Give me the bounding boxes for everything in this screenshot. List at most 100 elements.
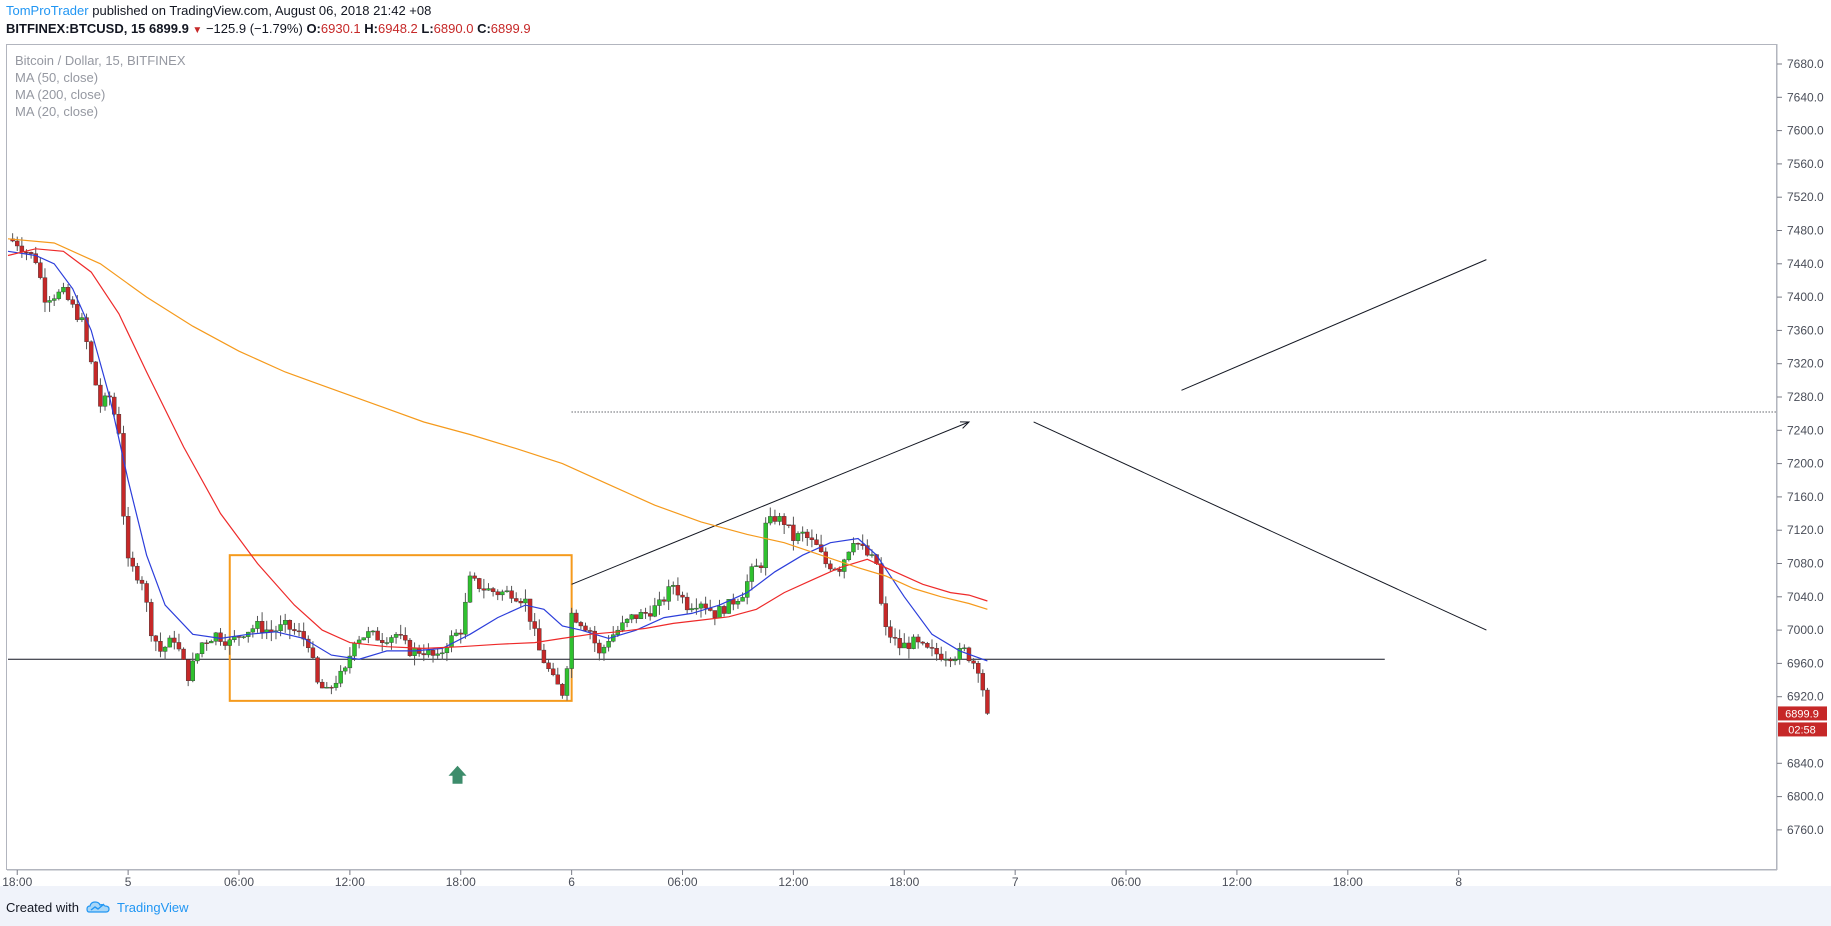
candle-body <box>42 277 48 303</box>
candle-body <box>920 641 925 644</box>
candle-body <box>523 598 528 604</box>
candle-body <box>430 650 436 656</box>
candle-body <box>583 625 588 631</box>
candle-body <box>897 638 902 649</box>
candle-body <box>176 642 182 650</box>
candle-body <box>102 395 108 407</box>
price-chart[interactable]: 7680.0 7640.0 7600.0 7560.0 7520.0 7480.0 7440… <box>0 0 1831 886</box>
candle-body <box>666 586 671 602</box>
y-tick-label: 7640.0 <box>1787 90 1824 104</box>
y-tick-label: 7320.0 <box>1787 357 1824 371</box>
symbol-name: BITFINEX:BTCUSD, 15 <box>6 21 146 36</box>
x-tick-label: 12:00 <box>778 875 808 886</box>
y-tick-label: 6760.0 <box>1787 823 1824 837</box>
y-tick-label: 7080.0 <box>1787 557 1824 571</box>
x-tick-label: 12:00 <box>1222 875 1252 886</box>
y-tick-label: 7560.0 <box>1787 157 1824 171</box>
projection-arrow[interactable] <box>571 421 970 585</box>
candle-body <box>786 524 791 526</box>
candle-body <box>629 614 634 620</box>
tradingview-logo-icon <box>86 901 110 913</box>
candle-body <box>352 643 357 657</box>
chart-legend: Bitcoin / Dollar, 15, BITFINEX MA (50, c… <box>15 52 186 120</box>
candle-body <box>135 565 140 581</box>
candle-body <box>236 636 242 638</box>
candle-body <box>564 668 570 696</box>
candle-body <box>878 563 884 604</box>
legend-ma50[interactable]: MA (50, close) <box>15 70 99 85</box>
candle-body <box>292 629 297 632</box>
candle-body <box>384 642 390 644</box>
candle-body <box>227 639 232 646</box>
candle-body <box>597 642 602 654</box>
candle-body <box>463 601 468 635</box>
candle-body <box>943 659 949 661</box>
legend-ma200[interactable]: MA (200, close) <box>15 87 106 102</box>
candle-body <box>791 524 796 541</box>
candle-body <box>15 240 20 247</box>
footer-bar: Created with TradingView <box>0 886 1831 926</box>
ma-line-20[interactable] <box>7 250 988 662</box>
legend-ma20[interactable]: MA (20, close) <box>15 104 99 119</box>
candle-body <box>888 626 893 638</box>
candle-body <box>657 599 662 606</box>
candle-body <box>403 635 408 641</box>
candle-body <box>28 252 34 254</box>
candle-body <box>190 660 196 681</box>
author-link[interactable]: TomProTrader <box>6 3 89 18</box>
x-tick-label: 8 <box>1455 875 1462 886</box>
ma-line-50[interactable] <box>7 248 988 650</box>
trend-line[interactable] <box>1033 421 1487 631</box>
candle-body <box>347 655 353 669</box>
tradingview-link[interactable]: TradingView <box>117 900 189 915</box>
candle-body <box>777 516 782 522</box>
candle-body <box>380 640 385 643</box>
candle-body <box>638 612 644 619</box>
buy-signal-arrow-icon[interactable] <box>448 765 467 784</box>
candle-body <box>310 647 316 658</box>
candle-body <box>592 630 597 644</box>
candle-body <box>578 622 584 627</box>
candle-body <box>56 291 62 299</box>
candle-body <box>172 637 177 643</box>
candle-body <box>393 634 399 638</box>
candle-body <box>486 588 491 591</box>
candle-body <box>814 539 819 545</box>
y-tick-label: 6800.0 <box>1787 790 1824 804</box>
candle-body <box>361 637 366 641</box>
candle-body <box>158 640 163 652</box>
x-tick-label: 06:00 <box>224 875 254 886</box>
y-tick-label: 7520.0 <box>1787 190 1824 204</box>
candle-body <box>652 605 657 617</box>
candle-body <box>356 639 362 644</box>
candle-body <box>620 622 625 631</box>
trend-line[interactable] <box>1181 259 1487 391</box>
candle-body <box>495 591 500 596</box>
candle-body <box>717 606 722 618</box>
ma-line-200[interactable] <box>7 238 988 610</box>
candle-body <box>472 575 477 579</box>
candle-body <box>19 245 25 253</box>
candle-body <box>130 557 135 567</box>
candle-body <box>116 414 122 434</box>
x-tick-label: 18:00 <box>1333 875 1363 886</box>
candle-body <box>121 433 126 517</box>
candle-body <box>601 646 607 654</box>
x-tick-label: 12:00 <box>335 875 365 886</box>
candle-body <box>962 647 967 650</box>
candle-body <box>426 650 431 656</box>
candle-body <box>865 545 870 556</box>
candle-body <box>139 579 145 584</box>
candle-body <box>527 598 533 622</box>
candle-body <box>795 533 801 541</box>
candle-body <box>740 597 745 602</box>
candle-body <box>606 641 611 648</box>
candle-body <box>976 663 981 674</box>
y-tick-label: 7360.0 <box>1787 323 1824 337</box>
candle-body <box>763 522 768 569</box>
candle-body <box>980 673 986 691</box>
close-value: 6899.9 <box>490 21 531 36</box>
low-label: L: <box>421 21 434 36</box>
candle-body <box>255 621 260 629</box>
candle-body <box>421 653 426 656</box>
